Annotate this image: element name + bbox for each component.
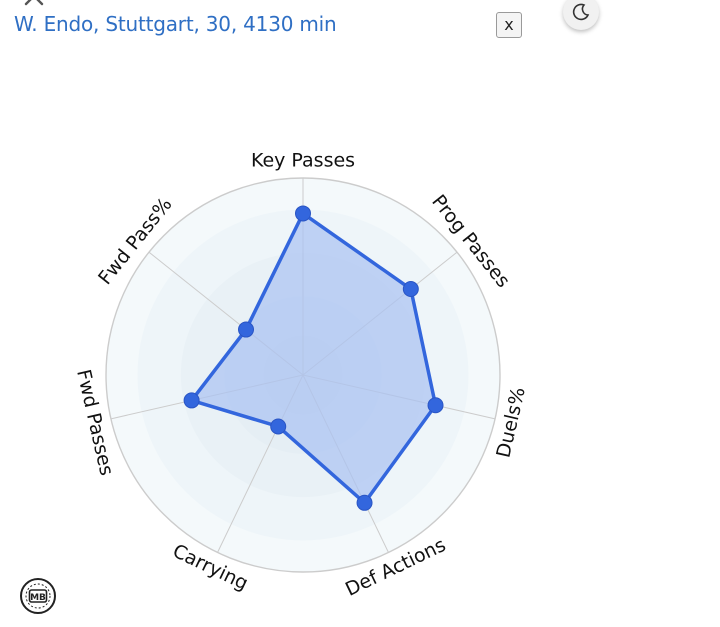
logo-text: MB (30, 593, 46, 603)
moon-icon (572, 3, 590, 21)
data-point-fwd-passes[interactable] (183, 392, 200, 409)
mb-logo-icon: MB (19, 577, 57, 615)
data-point-key-passes[interactable] (295, 205, 311, 222)
data-point-fwd-pass[interactable] (238, 321, 255, 338)
theme-toggle-button[interactable] (563, 0, 599, 30)
axis-label-key-passes: Key Passes (251, 150, 355, 172)
data-point-duels[interactable] (427, 397, 444, 414)
data-point-carrying[interactable] (270, 418, 287, 435)
series-area (189, 211, 438, 505)
data-point-prog-passes[interactable] (402, 281, 419, 298)
page-title: W. Endo, Stuttgart, 30, 4130 min (14, 12, 337, 36)
data-point-def-actions[interactable] (356, 494, 373, 511)
close-x-icon[interactable] (20, 0, 54, 12)
close-button[interactable]: x (496, 12, 522, 38)
